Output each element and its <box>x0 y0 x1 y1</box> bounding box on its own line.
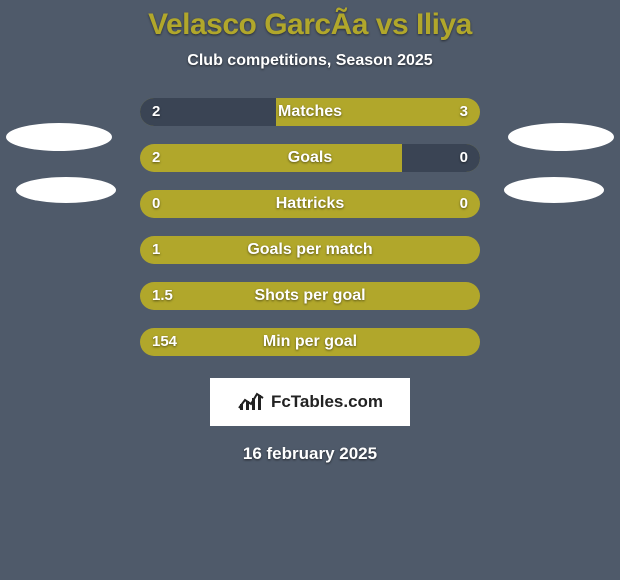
stat-value-right: 3 <box>460 98 468 126</box>
bar: Hattricks <box>140 190 480 218</box>
stat-value-left: 2 <box>152 98 160 126</box>
bar: Matches <box>140 98 480 126</box>
stat-value-right: 0 <box>460 190 468 218</box>
chart-icon <box>237 388 265 417</box>
stat-value-left: 154 <box>152 328 177 356</box>
bar: Goals per match <box>140 236 480 264</box>
fctables-badge[interactable]: FcTables.com <box>210 378 410 426</box>
stat-row-hattricks: Hattricks 0 0 <box>0 190 620 218</box>
date: 16 february 2025 <box>0 444 620 464</box>
bar: Goals <box>140 144 480 172</box>
stat-row-goals-per-match: Goals per match 1 <box>0 236 620 264</box>
stat-label: Min per goal <box>140 328 480 356</box>
badge-text: FcTables.com <box>271 392 383 412</box>
stat-value-left: 1.5 <box>152 282 173 310</box>
stat-row-goals: Goals 2 0 <box>0 144 620 172</box>
stat-value-left: 1 <box>152 236 160 264</box>
stat-row-matches: Matches 2 3 <box>0 98 620 126</box>
page-title: Velasco GarcÃ­a vs Iliya <box>0 8 620 42</box>
bar: Min per goal <box>140 328 480 356</box>
stat-value-right: 0 <box>460 144 468 172</box>
subtitle: Club competitions, Season 2025 <box>0 52 620 70</box>
stat-label: Goals per match <box>140 236 480 264</box>
bar: Shots per goal <box>140 282 480 310</box>
stat-label: Hattricks <box>140 190 480 218</box>
stat-value-left: 0 <box>152 190 160 218</box>
stat-value-left: 2 <box>152 144 160 172</box>
stat-row-shots-per-goal: Shots per goal 1.5 <box>0 282 620 310</box>
stats-card: Velasco GarcÃ­a vs Iliya Club competitio… <box>0 0 620 580</box>
stat-row-min-per-goal: Min per goal 154 <box>0 328 620 356</box>
stat-label: Matches <box>140 98 480 126</box>
stat-label: Goals <box>140 144 480 172</box>
stat-label: Shots per goal <box>140 282 480 310</box>
